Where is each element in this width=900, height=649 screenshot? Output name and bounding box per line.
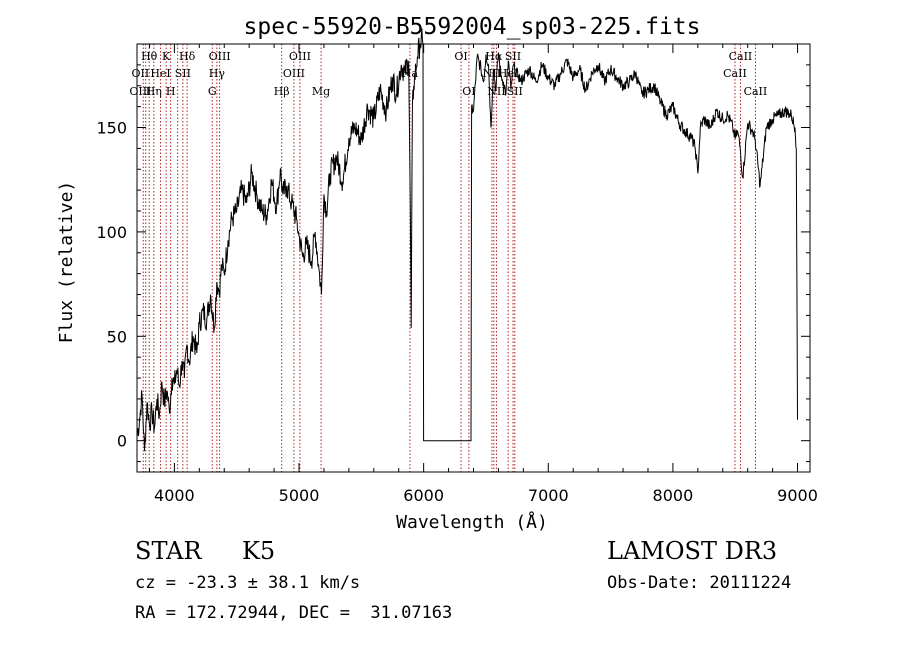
line-label: HeI	[498, 67, 518, 80]
line-label: OI	[454, 50, 467, 63]
object-type: STAR	[135, 537, 202, 565]
line-label: HeI	[150, 67, 170, 80]
x-axis: 4000 5000 6000 7000 8000 9000	[148, 44, 818, 505]
x-tick-label: 5000	[279, 486, 320, 505]
line-label: Hα	[485, 50, 503, 63]
line-label: H	[166, 85, 176, 98]
line-label: Hθ	[141, 50, 158, 63]
line-label: CaII	[723, 67, 747, 80]
line-label: Hγ	[209, 67, 226, 80]
survey-name: LAMOST DR3	[607, 537, 778, 565]
y-tick-label: 150	[96, 119, 127, 138]
line-label: CaII	[744, 85, 768, 98]
line-label: OIII	[289, 50, 311, 63]
line-label: OII	[132, 67, 150, 80]
y-axis: 0 50 100 150	[96, 64, 810, 463]
chart-title: spec-55920-B5592004_sp03-225.fits	[244, 14, 701, 40]
y-axis-label: Flux (relative)	[56, 181, 77, 344]
observation-date: Obs-Date: 20111224	[607, 573, 792, 593]
line-label: Mg	[312, 85, 330, 98]
redshift-value: cz = -23.3 ± 38.1 km/s	[135, 573, 361, 593]
reference-lines	[142, 44, 756, 472]
line-label: Hβ	[274, 85, 290, 98]
x-tick-label: 8000	[653, 486, 694, 505]
line-label: SII	[507, 85, 523, 98]
line-label: Hδ	[179, 50, 196, 63]
line-label: G	[208, 85, 217, 98]
line-label: OIII	[209, 50, 231, 63]
line-label: OIII	[283, 67, 305, 80]
line-label: SII	[175, 67, 191, 80]
x-tick-label: 9000	[777, 486, 818, 505]
line-label: SII	[505, 50, 521, 63]
x-tick-label: 6000	[403, 486, 444, 505]
line-label: CaII	[729, 50, 753, 63]
spectrum-line	[136, 28, 798, 452]
object-class: K5	[242, 537, 276, 565]
x-tick-label: 4000	[154, 486, 195, 505]
coordinates: RA = 172.72944, DEC = 31.07163	[135, 603, 453, 623]
line-label: K	[162, 50, 171, 63]
line-label: NII	[487, 85, 505, 98]
x-tick-label: 7000	[528, 486, 569, 505]
y-tick-label: 50	[107, 327, 127, 346]
line-label: OI	[462, 85, 475, 98]
line-label: OIII	[129, 85, 151, 98]
y-tick-label: 100	[96, 223, 127, 242]
line-label: Hη	[146, 85, 162, 98]
y-tick-label: 0	[117, 432, 127, 451]
x-axis-label: Wavelength (Å)	[396, 511, 548, 533]
